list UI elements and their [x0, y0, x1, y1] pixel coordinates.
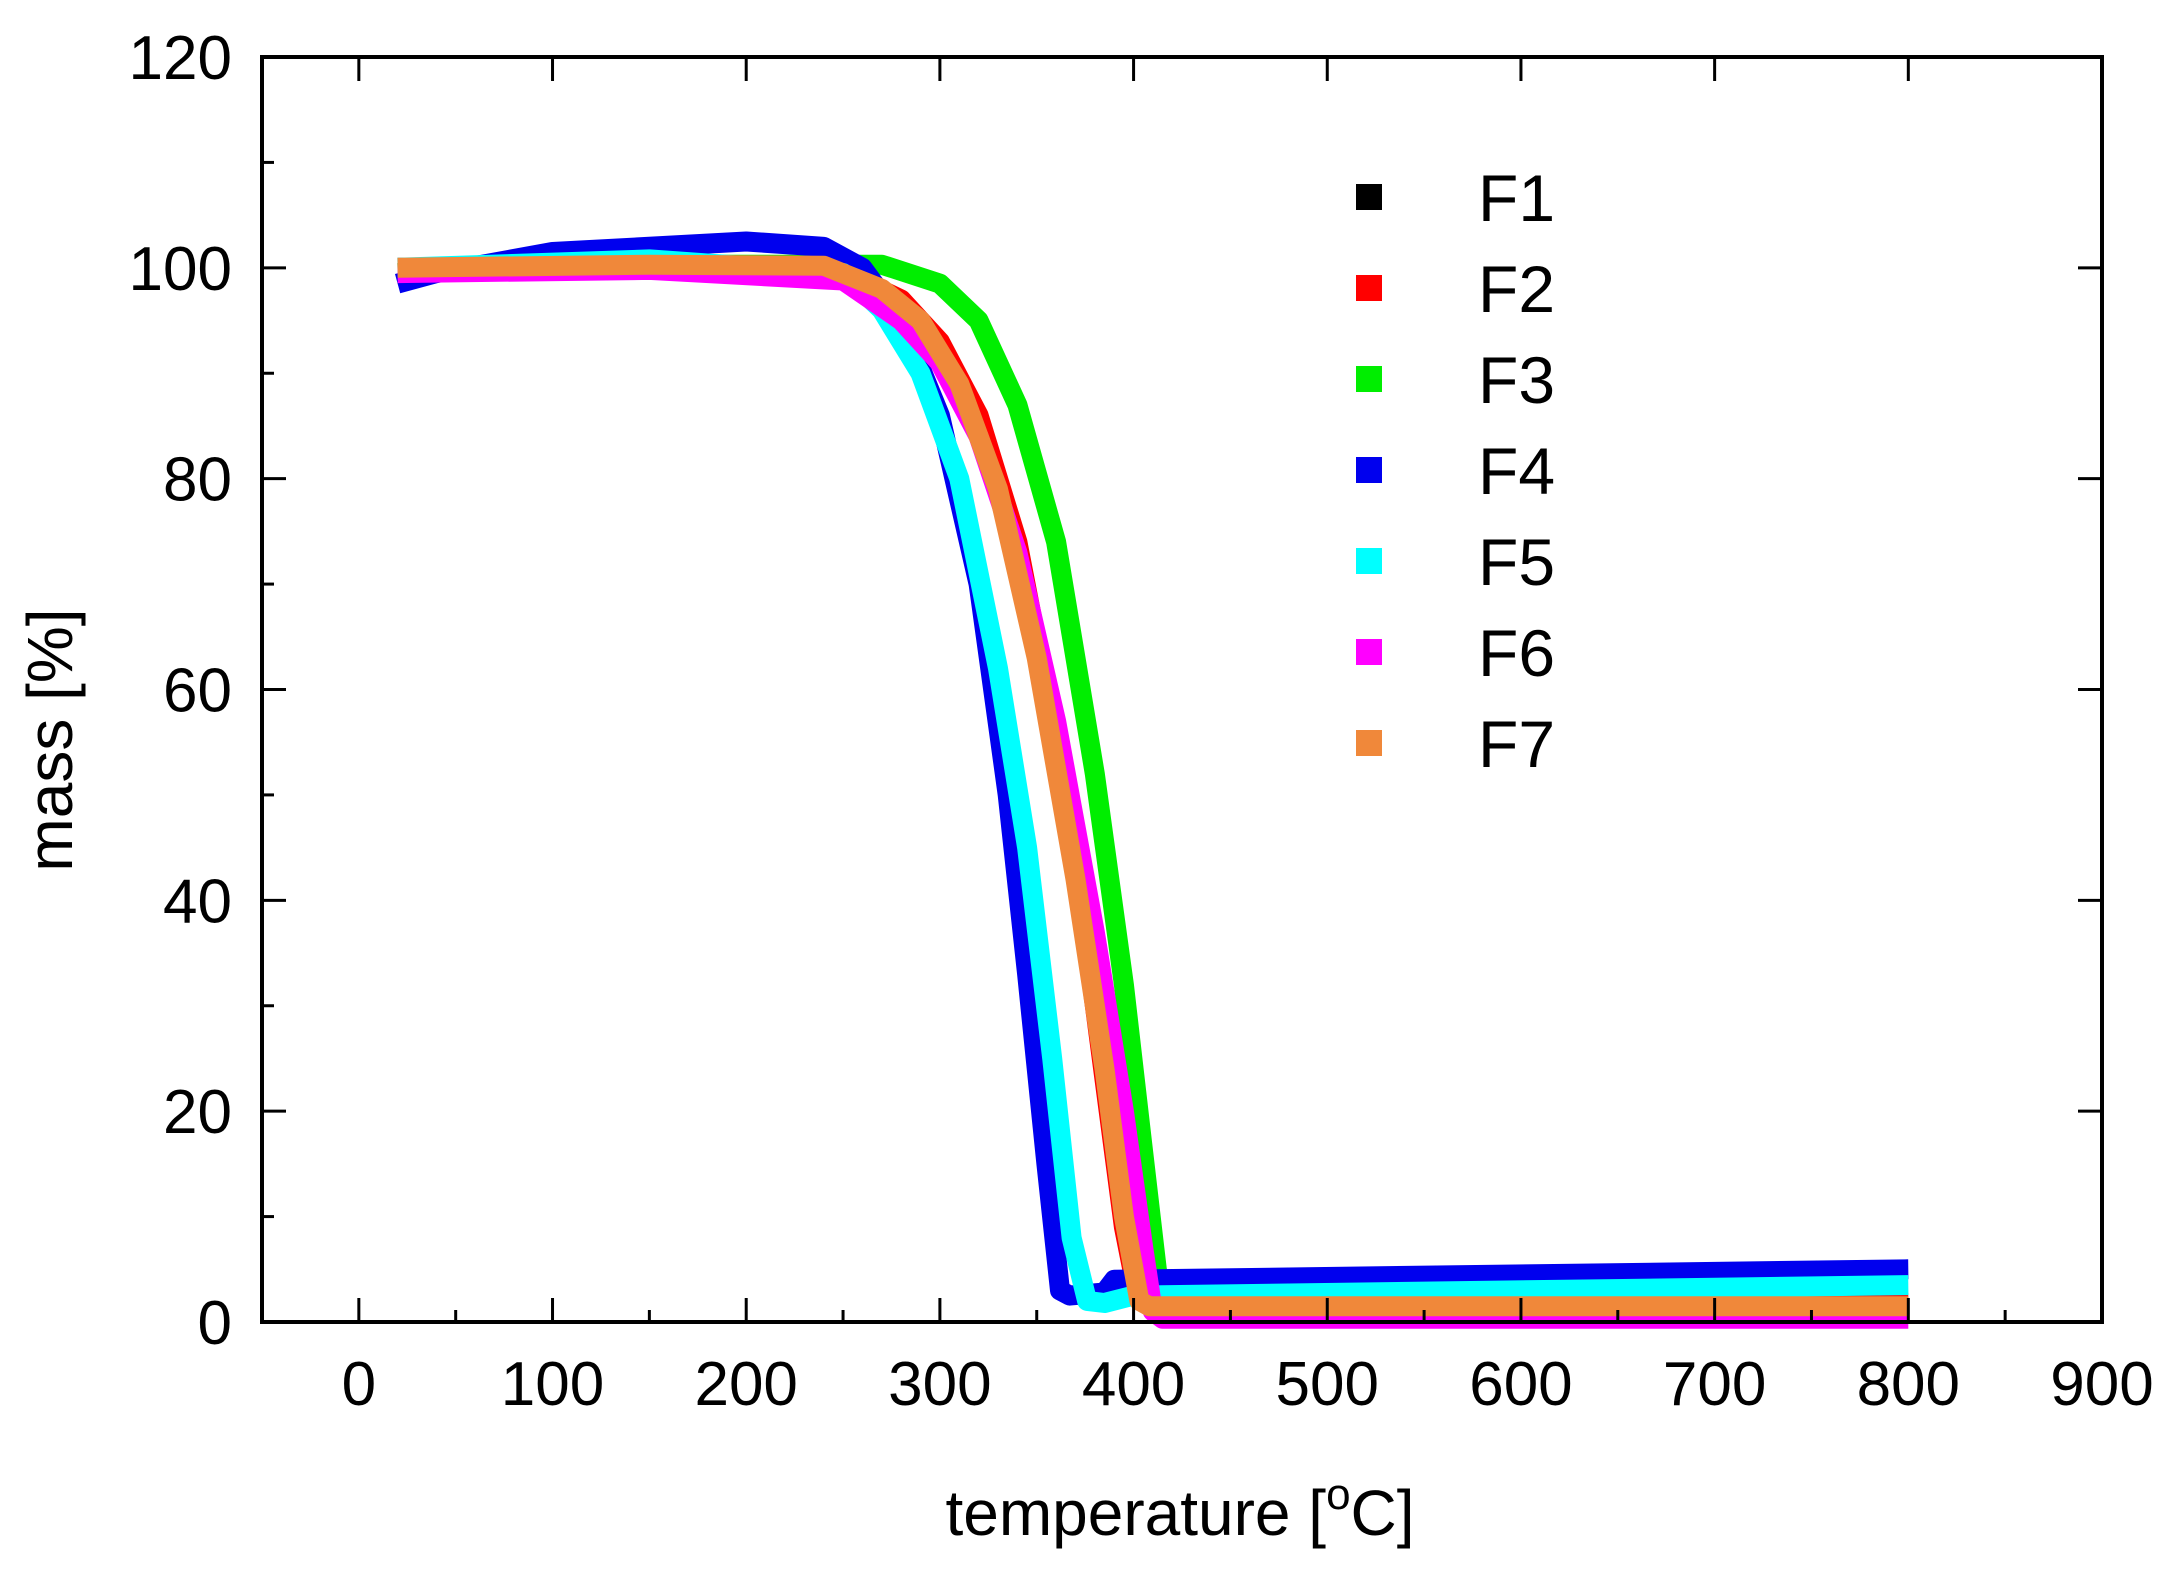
x-tick-label-400: 400: [1082, 1350, 1185, 1419]
x-tick-label-900: 900: [2050, 1350, 2153, 1419]
x-axis-title-suffix: C]: [1351, 1477, 1415, 1549]
legend-label-f5: F5: [1478, 525, 1555, 599]
legend-swatch-f1: [1356, 184, 1382, 210]
legend-label-f7: F7: [1478, 707, 1555, 781]
series-line-f7: [397, 254, 1909, 1317]
y-tick-labels: 0 20 40 60 80 100 120: [129, 24, 232, 1358]
legend-swatch-f6: [1356, 639, 1382, 665]
legend-label-f1: F1: [1478, 161, 1555, 235]
x-tick-label-0: 0: [342, 1350, 376, 1419]
legend-swatch-f5: [1356, 548, 1382, 574]
legend-label-f2: F2: [1478, 252, 1555, 326]
series-line-f5: [397, 249, 1909, 1313]
legend-swatch-f2: [1356, 275, 1382, 301]
x-tick-label-700: 700: [1663, 1350, 1766, 1419]
series-group: [394, 231, 1909, 1329]
legend-label-f6: F6: [1478, 616, 1555, 690]
legend-swatch-f3: [1356, 366, 1382, 392]
tick-marks: [262, 55, 2104, 1324]
y-tick-label-80: 80: [163, 446, 232, 515]
legend: F1 F2 F3 F4 F5 F6 F7: [1356, 161, 1555, 781]
x-tick-label-500: 500: [1276, 1350, 1379, 1419]
series-line-f4: [394, 231, 1909, 1306]
x-tick-labels: 0 100 200 300 400 500 600 700 800 900: [342, 1350, 2154, 1419]
x-axis-title-superscript: o: [1326, 1470, 1350, 1519]
y-tick-label-120: 120: [129, 24, 232, 93]
y-tick-label-20: 20: [163, 1078, 232, 1147]
x-axis-title: temperature [oC]: [945, 1470, 1414, 1549]
x-tick-label-800: 800: [1857, 1350, 1960, 1419]
y-tick-label-100: 100: [129, 235, 232, 304]
y-tick-label-60: 60: [163, 657, 232, 726]
legend-swatch-f7: [1356, 730, 1382, 756]
y-axis-title: mass [%]: [14, 608, 86, 871]
x-tick-label-100: 100: [501, 1350, 604, 1419]
legend-label-f3: F3: [1478, 343, 1555, 417]
x-axis-title-main: temperature [: [945, 1477, 1326, 1549]
y-tick-label-0: 0: [198, 1289, 232, 1358]
legend-label-f4: F4: [1478, 434, 1555, 508]
x-tick-label-200: 200: [694, 1350, 797, 1419]
x-tick-label-600: 600: [1469, 1350, 1572, 1419]
x-tick-label-300: 300: [888, 1350, 991, 1419]
legend-swatch-f4: [1356, 457, 1382, 483]
y-tick-label-40: 40: [163, 867, 232, 936]
series-line-f3: [397, 254, 1909, 1327]
